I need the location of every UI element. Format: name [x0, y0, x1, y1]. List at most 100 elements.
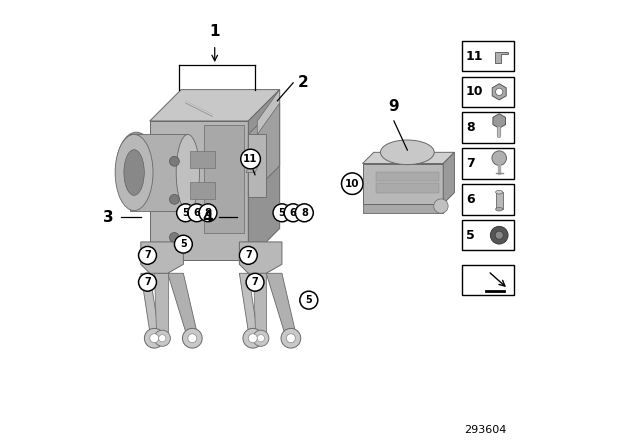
Circle shape [495, 231, 503, 239]
Polygon shape [376, 183, 439, 193]
Circle shape [281, 328, 301, 348]
Text: 3: 3 [103, 210, 114, 225]
Bar [190, 151, 215, 168]
Circle shape [145, 328, 164, 348]
Circle shape [139, 273, 157, 291]
Polygon shape [204, 125, 244, 233]
Polygon shape [495, 52, 508, 63]
Polygon shape [239, 273, 257, 332]
Text: 5: 5 [305, 295, 312, 305]
Polygon shape [493, 114, 506, 128]
Text: 1: 1 [209, 24, 220, 39]
Text: 11: 11 [243, 154, 258, 164]
Text: 5: 5 [182, 208, 189, 218]
Polygon shape [248, 103, 280, 197]
Polygon shape [239, 242, 282, 273]
Polygon shape [246, 161, 260, 172]
Text: 2: 2 [298, 75, 308, 90]
Polygon shape [248, 90, 280, 260]
Circle shape [273, 204, 291, 222]
Ellipse shape [115, 134, 153, 211]
Text: 4: 4 [202, 210, 212, 225]
Circle shape [170, 194, 179, 204]
Polygon shape [130, 134, 188, 211]
Circle shape [284, 204, 302, 222]
Polygon shape [150, 121, 248, 260]
Text: 5: 5 [278, 208, 285, 218]
Text: 7: 7 [252, 277, 259, 287]
Polygon shape [376, 172, 439, 181]
Bar [462, 41, 514, 71]
Circle shape [182, 328, 202, 348]
Circle shape [170, 233, 179, 242]
Text: 7: 7 [144, 277, 151, 287]
Text: 8: 8 [466, 121, 474, 134]
Circle shape [434, 199, 448, 213]
Circle shape [174, 235, 193, 253]
Text: 293604: 293604 [465, 425, 507, 435]
Polygon shape [362, 164, 443, 204]
Text: 7: 7 [144, 250, 151, 260]
Circle shape [296, 204, 314, 222]
Bar [190, 182, 215, 199]
Polygon shape [266, 273, 296, 332]
Ellipse shape [495, 207, 503, 211]
Circle shape [248, 334, 257, 343]
Circle shape [159, 335, 166, 342]
Circle shape [287, 334, 296, 343]
Polygon shape [257, 90, 280, 134]
Circle shape [154, 330, 170, 346]
Circle shape [492, 151, 506, 165]
Text: 11: 11 [466, 49, 483, 63]
Polygon shape [154, 273, 168, 332]
Circle shape [241, 149, 260, 169]
Circle shape [495, 88, 503, 95]
Bar [462, 265, 514, 295]
Polygon shape [168, 273, 197, 332]
Text: 6: 6 [193, 208, 200, 218]
Ellipse shape [116, 132, 157, 208]
Text: 8: 8 [205, 208, 211, 218]
Circle shape [139, 246, 157, 264]
Polygon shape [362, 152, 454, 164]
Bar [462, 148, 514, 179]
Polygon shape [253, 273, 266, 332]
Bar [462, 220, 514, 250]
Circle shape [257, 335, 264, 342]
Ellipse shape [176, 134, 200, 211]
Circle shape [177, 204, 195, 222]
Circle shape [188, 334, 197, 343]
Circle shape [342, 173, 363, 194]
Circle shape [490, 226, 508, 244]
Polygon shape [443, 152, 454, 204]
Ellipse shape [495, 190, 503, 194]
Text: 9: 9 [388, 99, 399, 114]
Circle shape [253, 330, 269, 346]
Text: 5: 5 [466, 228, 475, 242]
Text: 5: 5 [180, 239, 187, 249]
Text: 6: 6 [290, 208, 296, 218]
Text: 7: 7 [466, 157, 475, 170]
Ellipse shape [380, 140, 435, 165]
Circle shape [246, 273, 264, 291]
Text: 7: 7 [245, 250, 252, 260]
Circle shape [188, 204, 206, 222]
Circle shape [199, 204, 217, 222]
Circle shape [150, 334, 159, 343]
Circle shape [243, 328, 262, 348]
Circle shape [300, 291, 317, 309]
Text: 6: 6 [466, 193, 474, 206]
Bar [462, 184, 514, 215]
Polygon shape [492, 84, 506, 100]
Bar [462, 77, 514, 107]
Polygon shape [150, 90, 280, 121]
Polygon shape [141, 242, 184, 273]
Bar [462, 112, 514, 143]
Bar [495, 192, 503, 209]
Text: 10: 10 [466, 85, 483, 99]
Polygon shape [362, 204, 443, 213]
Polygon shape [141, 273, 159, 332]
Text: 10: 10 [345, 179, 360, 189]
Circle shape [239, 246, 257, 264]
Polygon shape [248, 134, 266, 197]
